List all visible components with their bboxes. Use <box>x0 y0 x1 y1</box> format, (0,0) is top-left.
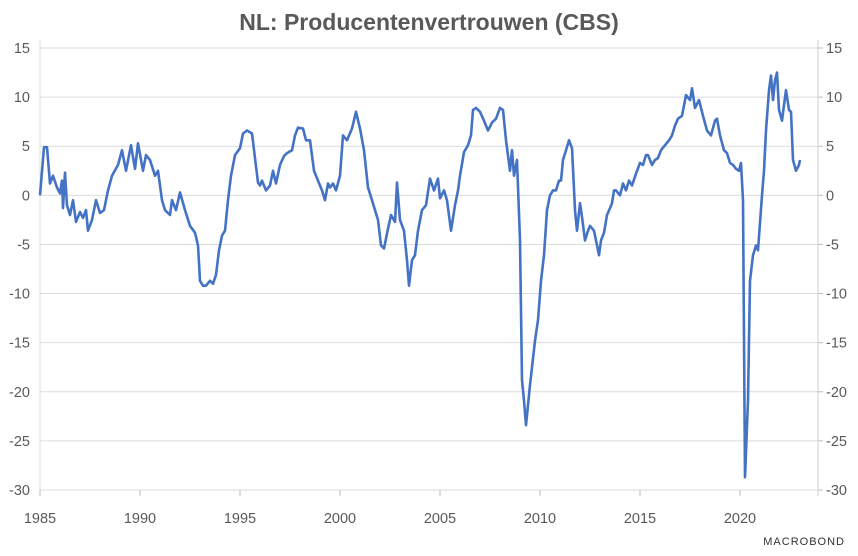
x-tick-label: 2000 <box>324 511 356 527</box>
y-axis-right: 15 10 5 0 -5 -10 -15 -20 -25 -30 <box>818 41 847 499</box>
y-tick-label-left: 10 <box>14 90 30 106</box>
y-tick-label-right: 0 <box>826 188 834 204</box>
macrobond-logo: MACROBOND <box>763 536 845 548</box>
y-axis-left: 15 10 5 0 -5 -10 -15 -20 -25 -30 <box>9 41 30 499</box>
x-tick-label: 1985 <box>24 511 56 527</box>
y-tick-label-left: -5 <box>17 237 30 253</box>
y-tick-label-right: -5 <box>826 237 839 253</box>
y-tick-label-right: -10 <box>826 287 847 303</box>
y-tick-label-left: -10 <box>9 287 30 303</box>
x-tick-label: 2015 <box>624 511 656 527</box>
x-tick-label: 2020 <box>724 511 756 527</box>
y-tick-label-left: -30 <box>9 483 30 499</box>
y-tick-label-right: 15 <box>826 41 842 57</box>
y-tick-label-right: -15 <box>826 336 847 352</box>
x-tick-label: 1990 <box>124 511 156 527</box>
gridlines <box>40 47 818 491</box>
y-tick-label-left: 0 <box>22 188 30 204</box>
y-tick-label-right: -25 <box>826 434 847 450</box>
x-tick-label: 2005 <box>424 511 456 527</box>
y-tick-label-left: -25 <box>9 434 30 450</box>
y-tick-label-left: 15 <box>14 41 30 57</box>
y-tick-label-right: -20 <box>826 385 847 401</box>
series-line <box>38 71 802 479</box>
y-tick-label-right: 10 <box>826 90 842 106</box>
y-tick-label-right: -30 <box>826 483 847 499</box>
y-tick-label-right: 5 <box>826 139 834 155</box>
y-tick-label-left: 5 <box>22 139 30 155</box>
chart-title: NL: Producentenvertrouwen (CBS) <box>239 9 619 35</box>
logo-text: MACROBOND <box>763 536 845 548</box>
y-tick-label-left: -20 <box>9 385 30 401</box>
x-tick-label: 1995 <box>224 511 256 527</box>
y-tick-label-left: -15 <box>9 336 30 352</box>
x-tick-label: 2010 <box>524 511 556 527</box>
x-axis: 1985 1990 1995 2000 2005 2010 2015 2020 <box>24 40 819 527</box>
